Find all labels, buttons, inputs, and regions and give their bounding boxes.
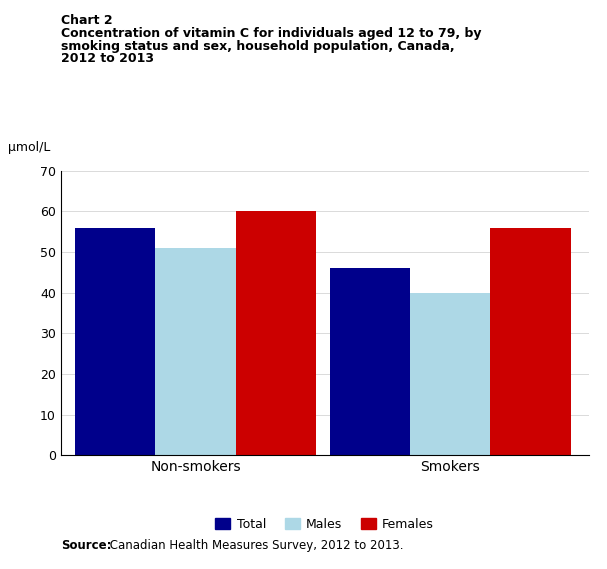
Bar (490, 228, 571, 455)
Bar (410, 292, 490, 455)
Text: 2012 to 2013: 2012 to 2013 (61, 52, 154, 65)
Text: Concentration of vitamin C for individuals aged 12 to 79, by: Concentration of vitamin C for individua… (61, 27, 481, 40)
Text: Canadian Health Measures Survey, 2012 to 2013.: Canadian Health Measures Survey, 2012 to… (106, 539, 404, 552)
Text: smoking status and sex, household population, Canada,: smoking status and sex, household popula… (61, 40, 454, 53)
Bar (155, 248, 236, 455)
Bar (330, 268, 410, 455)
Text: μmol/L: μmol/L (8, 141, 50, 154)
Text: Source:: Source: (61, 539, 111, 552)
Bar (236, 211, 316, 455)
Legend: Total, Males, Females: Total, Males, Females (211, 513, 439, 535)
Bar (75, 228, 155, 455)
Text: Chart 2: Chart 2 (61, 14, 112, 27)
